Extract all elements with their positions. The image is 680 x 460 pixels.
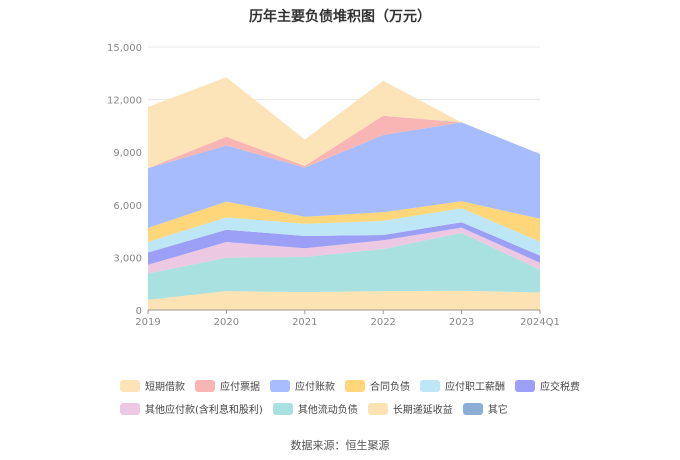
legend-swatch [420,379,440,392]
legend-swatch [120,402,140,415]
area-6[interactable]: 应付职工薪酬 [148,208,540,256]
x-tick-label: 2019 [135,317,160,328]
legend-item-2[interactable]: 应付票据 [195,378,260,393]
area-3[interactable]: 其他流动负债 [148,232,540,300]
legend-item-5[interactable]: 应付职工薪酬 [420,378,505,393]
legend-label: 其他应付款(含利息和股利) [145,405,263,416]
y-tick-label: 0 [136,306,142,317]
legend-item-3[interactable]: 应付账款 [270,378,335,393]
legend-label: 应交税费 [540,382,580,393]
legend-item-4[interactable]: 合同负债 [345,378,410,393]
legend-swatch [195,379,215,392]
legend-label: 其他流动负债 [297,405,358,416]
area-10[interactable]: 短期借款 [148,77,540,169]
legend-item-7[interactable]: 其他应付款(含利息和股利) [120,401,263,416]
area-9[interactable]: 应付票据 [148,115,540,169]
area-7[interactable]: 合同负债 [148,201,540,242]
legend-item-1[interactable]: 短期借款 [120,378,185,393]
legend-swatch [515,379,535,392]
y-tick-label: 3,000 [113,253,142,264]
y-tick-label: 6,000 [113,201,142,212]
x-tick-label: 2021 [292,317,317,328]
x-tick-label: 2024Q1 [520,317,560,328]
legend-item-6[interactable]: 应交税费 [515,378,580,393]
legend-label: 应付票据 [220,382,260,393]
legend-swatch [345,379,365,392]
stacked-area-chart: 其它长期递延收益其他流动负债其他应付款(含利息和股利)应交税费应付职工薪酬合同负… [107,43,560,328]
legend-swatch [367,402,388,415]
x-tick-label: 2020 [214,317,239,328]
legend: 短期借款 应付票据 应付账款 合同负债 应付职工薪酬 应交税费其他应付款(含利息和股利) 其… [120,378,590,424]
area-8[interactable]: 应付账款 [148,122,540,228]
legend-item-9[interactable]: 长期递延收益 [367,401,453,416]
chart-title: 历年主要负债堆积图（万元） [249,9,431,25]
x-tick-label: 2023 [449,317,474,328]
legend-swatch [462,402,483,415]
legend-item-10[interactable]: 其它 [462,401,508,416]
legend-label: 长期递延收益 [392,405,453,416]
legend-label: 合同负债 [370,382,410,393]
legend-swatch [270,379,290,392]
legend-label: 短期借款 [145,382,185,393]
legend-swatch [272,402,293,415]
axes: 0 3,000 6,000 9,000 12,000 15,000 2019 2020 2021… [107,43,560,328]
legend-label: 应付账款 [295,382,335,393]
y-tick-label: 9,000 [113,148,142,159]
y-tick-label: 15,000 [107,43,142,54]
legend-label: 其它 [487,405,508,416]
area-4[interactable]: 其他应付款(含利息和股利) [148,227,540,274]
data-source: 数据来源：恒生聚源 [290,439,390,452]
area-5[interactable]: 应交税费 [148,222,540,265]
x-tick-label: 2022 [370,317,395,328]
legend-item-8[interactable]: 其他流动负债 [272,401,358,416]
y-tick-label: 12,000 [107,96,142,107]
area-2[interactable]: 长期递延收益 [148,290,540,310]
area-series: 其它长期递延收益其他流动负债其他应付款(含利息和股利)应交税费应付职工薪酬合同负… [148,77,540,310]
legend-label: 应付职工薪酬 [445,382,505,393]
legend-swatch [120,379,140,392]
